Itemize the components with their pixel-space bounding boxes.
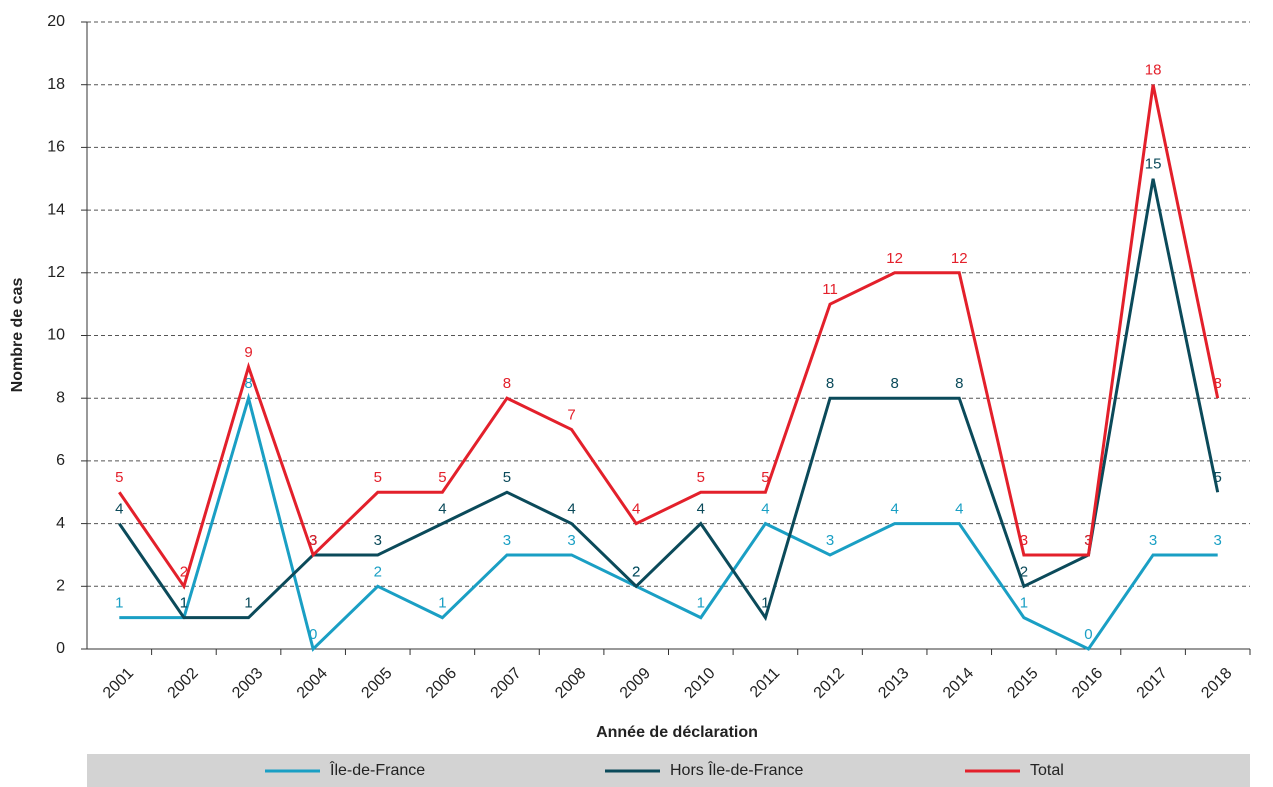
data-label: 2 [180, 563, 188, 580]
data-label: 3 [503, 532, 511, 549]
data-label: 3 [1214, 532, 1222, 549]
x-tick-label: 2017 [1134, 665, 1171, 702]
data-label: 5 [115, 469, 123, 486]
data-label: 12 [951, 250, 968, 267]
x-tick-label: 2004 [294, 665, 331, 702]
data-label: 8 [955, 375, 963, 392]
data-label: 8 [890, 375, 898, 392]
data-label: 11 [822, 281, 838, 298]
data-label: 4 [761, 501, 769, 518]
data-label: 5 [761, 469, 769, 486]
data-label: 2 [374, 563, 382, 580]
data-label: 1 [438, 595, 446, 612]
y-tick-label: 12 [47, 264, 65, 281]
data-label: 1 [1020, 595, 1028, 612]
y-tick-label: 14 [47, 201, 65, 218]
x-tick-label: 2007 [488, 665, 525, 702]
series-line [118, 178, 1220, 622]
data-label: 8 [503, 375, 511, 392]
y-tick-label: 16 [47, 139, 65, 156]
data-label: 0 [309, 626, 317, 643]
x-tick-label: 2001 [100, 665, 137, 702]
y-axis-label: Nombre de cas [9, 278, 26, 393]
data-label: 12 [886, 250, 903, 267]
y-tick-label: 6 [56, 452, 65, 469]
data-label: 3 [374, 532, 382, 549]
data-label: 3 [567, 532, 575, 549]
x-tick-label: 2005 [358, 665, 395, 702]
data-label: 4 [438, 501, 446, 518]
x-tick-label: 2014 [940, 665, 977, 702]
y-tick-label: 2 [56, 578, 65, 595]
data-label: 5 [503, 469, 511, 486]
data-label: 7 [567, 407, 575, 424]
y-tick-label: 10 [47, 327, 65, 344]
x-tick-label: 2003 [229, 665, 266, 702]
data-label: 5 [438, 469, 446, 486]
legend-label: Total [1030, 762, 1064, 779]
data-label: 2 [632, 563, 640, 580]
data-label: 3 [309, 532, 317, 549]
y-tick-label: 4 [56, 515, 65, 532]
x-tick-label: 2012 [811, 665, 848, 702]
data-label: 1 [761, 595, 769, 612]
x-tick-label: 2010 [681, 665, 718, 702]
y-tick-label: 8 [56, 389, 65, 406]
data-label: 3 [1020, 532, 1028, 549]
data-label: 4 [632, 501, 640, 518]
data-label: 0 [1084, 626, 1092, 643]
data-label: 2 [1020, 563, 1028, 580]
x-tick-label: 2016 [1069, 665, 1106, 702]
legend-label: Hors Île-de-France [670, 760, 803, 779]
data-label: 1 [180, 595, 188, 612]
data-label: 15 [1145, 156, 1162, 173]
data-label: 4 [115, 501, 123, 518]
data-label: 8 [1214, 375, 1222, 392]
data-label: 3 [826, 532, 834, 549]
legend-label: Île-de-France [329, 760, 425, 779]
data-label: 4 [955, 501, 963, 518]
data-label: 1 [115, 595, 123, 612]
data-label: 3 [1084, 532, 1092, 549]
series-line [119, 392, 1218, 652]
x-tick-label: 2006 [423, 665, 460, 702]
data-label: 3 [1084, 532, 1092, 549]
x-tick-label: 2008 [552, 665, 589, 702]
y-tick-label: 18 [47, 76, 65, 93]
data-label: 4 [890, 501, 898, 518]
data-label: 1 [244, 595, 252, 612]
x-tick-label: 2013 [875, 665, 912, 702]
data-label: 4 [697, 501, 705, 518]
x-tick-label: 2015 [1004, 665, 1041, 702]
data-label: 5 [374, 469, 382, 486]
x-tick-label: 2011 [747, 665, 783, 701]
data-label: 8 [244, 375, 252, 392]
y-tick-label: 0 [56, 640, 65, 657]
data-label: 5 [697, 469, 705, 486]
x-tick-label: 2018 [1198, 665, 1235, 702]
y-tick-label: 20 [47, 13, 65, 30]
data-label: 18 [1145, 62, 1162, 79]
data-label: 4 [567, 501, 575, 518]
data-label: 2 [632, 563, 640, 580]
data-label: 8 [826, 375, 834, 392]
data-label: 3 [1149, 532, 1157, 549]
data-label: 9 [244, 344, 252, 361]
data-label: 5 [1214, 469, 1222, 486]
x-axis-label: Année de déclaration [596, 724, 758, 741]
data-label: 1 [180, 595, 188, 612]
data-label: 1 [697, 595, 705, 612]
x-tick-label: 2009 [617, 665, 654, 702]
legend-background [87, 754, 1250, 787]
data-label: 3 [309, 532, 317, 549]
series-line [118, 84, 1220, 590]
x-tick-label: 2002 [165, 665, 202, 702]
